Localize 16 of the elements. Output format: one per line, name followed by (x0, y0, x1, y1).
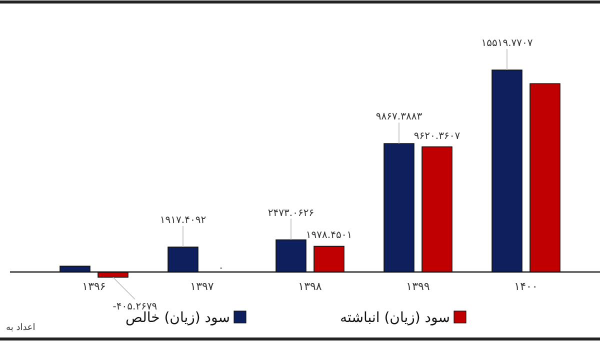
data-label: ۱۹۷۸.۴۵۰۱ (306, 230, 352, 242)
data-label: ۱۵۵۱۹.۷۷۰۷ (481, 38, 534, 49)
x-tick-label: ۱۳۹۹ (406, 280, 430, 293)
x-tick-label: ۱۳۹۷ (190, 280, 214, 293)
x-tick-label: ۱۳۹۶ (82, 280, 106, 293)
x-tick-label: ۱۳۹۸ (298, 280, 322, 293)
text: اعداد به (6, 323, 36, 333)
data-label: ۹۸۶۷.۳۸۸۳ (376, 112, 423, 123)
data-label: ۲۴۷۳.۰۶۲۶ (268, 208, 314, 219)
data-label: ۹۶۲۰.۳۶۰۷ (414, 130, 461, 142)
data-label: -۴۰۵.۲۶۷۹ (112, 301, 158, 312)
data-label: ۰ (218, 263, 224, 274)
x-tick-label: ۱۴۰۰ (514, 280, 538, 293)
legend-label: سود (زیان) خالص (125, 310, 230, 326)
legend-label: سود (زیان) انباشته (340, 310, 450, 326)
data-label: ۱۹۱۷.۴۰۹۲ (160, 215, 206, 226)
